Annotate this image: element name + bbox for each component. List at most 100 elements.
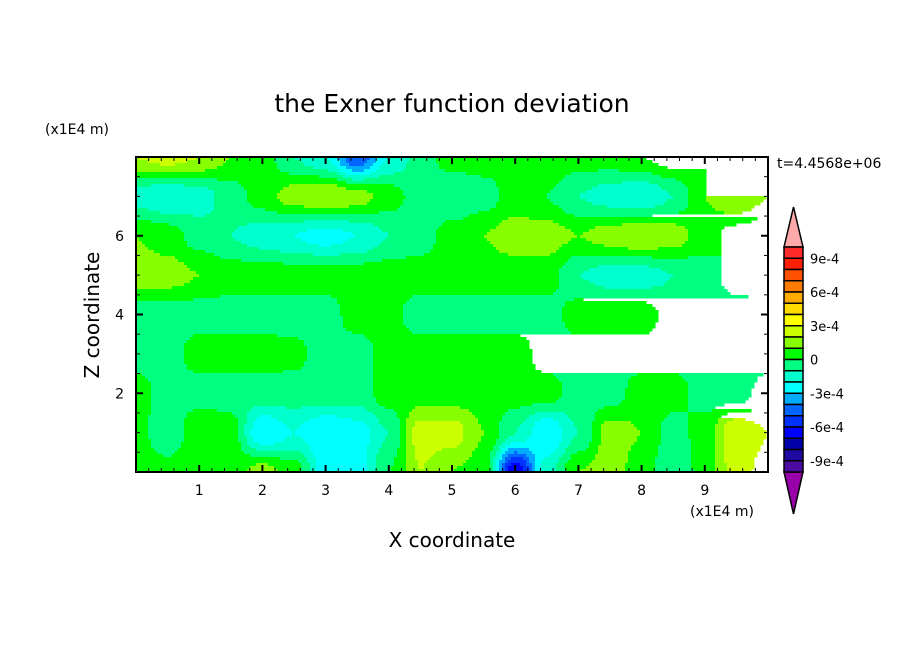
- contour-cell: [280, 169, 329, 173]
- contour-cell: [550, 190, 587, 194]
- colorbar-swatch: [783, 460, 804, 473]
- contour-cell: [706, 196, 767, 200]
- contour-cell: [364, 334, 521, 338]
- contour-cell: [661, 430, 689, 434]
- contour-cell: [136, 448, 155, 452]
- contour-cell: [193, 298, 338, 302]
- contour-cell: [655, 469, 695, 473]
- contour-cell: [160, 253, 215, 257]
- contour-cell: [676, 178, 707, 182]
- contour-cell: [502, 415, 530, 419]
- contour-cell: [661, 436, 689, 440]
- contour-cell: [625, 466, 656, 470]
- contour-cell: [562, 208, 686, 212]
- contour-cell: [340, 163, 350, 167]
- contour-cell: [136, 172, 290, 176]
- contour-cell: [640, 430, 662, 434]
- x-tick-label: 1: [195, 483, 204, 499]
- contour-cell: [619, 169, 707, 173]
- contour-cell: [148, 247, 194, 251]
- contour-cell: [595, 457, 629, 461]
- contour-cell: [136, 409, 152, 413]
- contour-cell: [148, 436, 185, 440]
- contour-cell: [391, 466, 407, 470]
- contour-cell: [433, 244, 494, 248]
- contour-cell: [418, 463, 425, 467]
- contour-cell: [136, 337, 191, 341]
- contour-cell: [502, 448, 509, 452]
- contour-cell: [520, 424, 536, 428]
- contour-cell: [214, 190, 248, 194]
- contour-cell: [283, 370, 374, 374]
- contour-cell: [184, 430, 239, 434]
- contour-cell: [568, 415, 596, 419]
- contour-cell: [562, 394, 626, 398]
- contour-cell: [379, 166, 407, 170]
- contour-cell: [667, 190, 689, 194]
- contour-cell: [499, 424, 521, 428]
- contour-cell: [688, 199, 707, 203]
- contour-cell: [250, 430, 293, 434]
- x-unit-label: (x1E4 m): [690, 504, 754, 520]
- contour-cell: [565, 226, 596, 230]
- contour-cell: [649, 181, 683, 185]
- contour-cell: [565, 322, 656, 326]
- y-tick-label: 2: [115, 386, 124, 402]
- contour-cell: [136, 292, 554, 296]
- contour-cell: [373, 370, 542, 374]
- contour-cell: [136, 397, 152, 401]
- contour-cell: [487, 238, 572, 242]
- contour-cell: [136, 433, 149, 437]
- contour-cell: [601, 436, 638, 440]
- contour-cell: [688, 382, 755, 386]
- contour-cell: [136, 430, 149, 434]
- contour-cell: [493, 457, 500, 461]
- contour-cell: [622, 400, 689, 404]
- contour-cell: [574, 232, 584, 236]
- contour-cell: [628, 379, 686, 383]
- contour-cell: [367, 424, 383, 428]
- contour-cell: [298, 460, 308, 464]
- contour-cell: [493, 463, 497, 467]
- contour-cell: [496, 439, 506, 443]
- contour-cell: [688, 256, 722, 260]
- contour-cell: [238, 430, 245, 434]
- contour-cell: [313, 166, 338, 170]
- contour-cell: [232, 412, 248, 416]
- contour-cell: [304, 220, 350, 224]
- contour-cell: [301, 469, 311, 473]
- contour-cell: [205, 250, 281, 254]
- contour-cell: [241, 259, 383, 263]
- contour-cell: [346, 160, 368, 164]
- colorbar-label: 3e-4: [810, 320, 839, 335]
- contour-cell: [136, 211, 161, 215]
- contour-cell: [688, 202, 710, 206]
- contour-cell: [556, 184, 599, 188]
- contour-cell: [424, 253, 509, 257]
- contour-cell: [664, 202, 689, 206]
- contour-cell: [346, 166, 371, 170]
- contour-cell: [400, 439, 407, 443]
- contour-cell: [712, 409, 752, 413]
- contour-cell: [559, 424, 575, 428]
- contour-cell: [505, 451, 515, 455]
- contour-cell: [553, 418, 572, 422]
- contour-cell: [136, 400, 152, 404]
- contour-cell: [151, 445, 182, 449]
- contour-cell: [343, 316, 404, 320]
- contour-cell: [136, 310, 341, 314]
- colorbar-swatch: [783, 257, 804, 271]
- contour-cell: [409, 157, 437, 161]
- contour-cell: [151, 394, 374, 398]
- contour-cell: [151, 439, 185, 443]
- contour-cell: [487, 232, 575, 236]
- contour-cell: [484, 235, 578, 239]
- contour-cell: [550, 253, 722, 257]
- contour-cell: [373, 163, 383, 167]
- contour-cell: [709, 202, 761, 206]
- contour-cell: [136, 226, 179, 230]
- contour-cell: [136, 352, 185, 356]
- contour-cell: [307, 355, 374, 359]
- contour-cell: [235, 238, 302, 242]
- contour-cell: [136, 451, 158, 455]
